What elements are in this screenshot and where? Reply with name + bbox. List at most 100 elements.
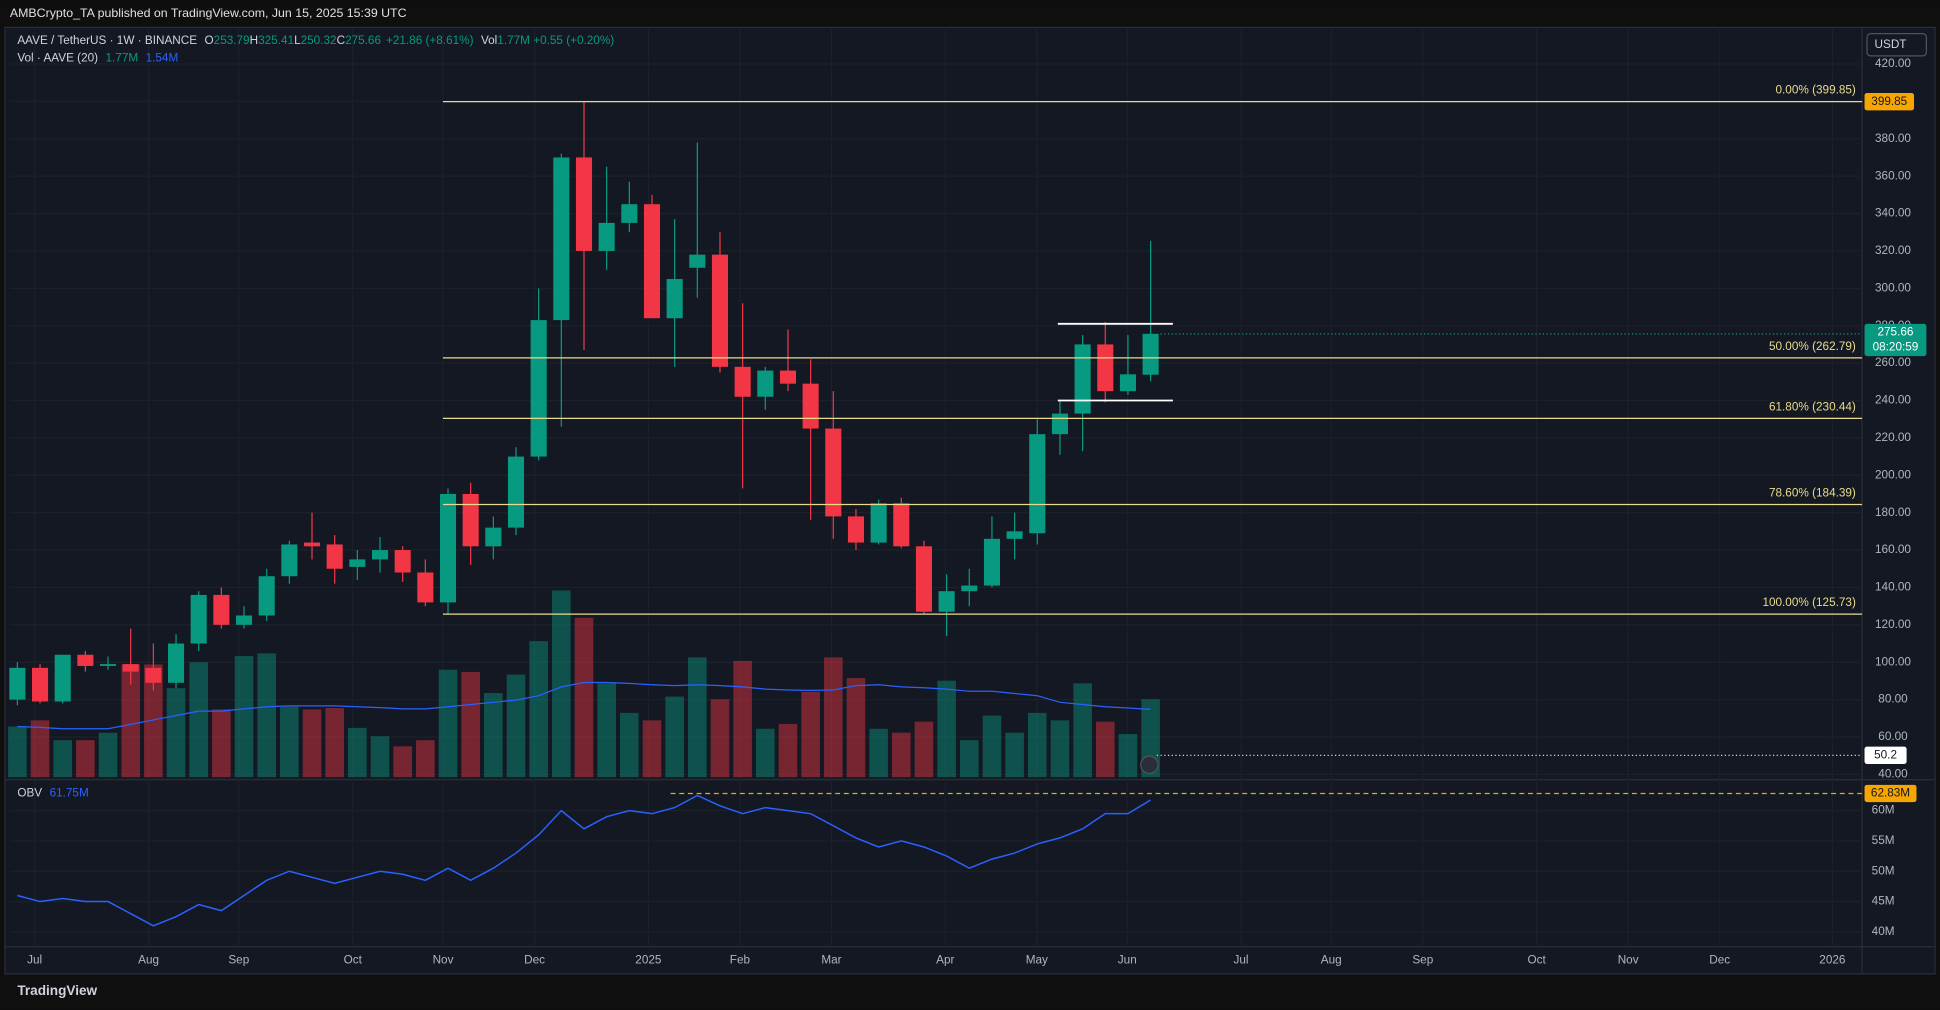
candle-body — [575, 157, 593, 251]
volume-bar — [76, 740, 95, 778]
ohlc-key: H — [250, 34, 258, 47]
candle-body — [983, 538, 1000, 586]
volume-bar — [824, 657, 843, 778]
candle-body — [258, 576, 275, 616]
candle-body — [349, 559, 366, 567]
last-price-tag — [1864, 323, 1927, 357]
last-price: 275.66 — [1877, 326, 1913, 339]
volume-bar — [416, 740, 435, 778]
volume-bar — [506, 674, 526, 778]
y-tick-label: 40M — [1872, 925, 1895, 938]
y-tick-label: 160.00 — [1875, 543, 1911, 556]
x-tick-label: Jul — [1234, 953, 1249, 966]
volume-bar — [914, 721, 934, 778]
y-tick-label: 260.00 — [1875, 356, 1911, 369]
y-tick-label: 340.00 — [1875, 207, 1911, 220]
candle-body — [54, 654, 71, 702]
y-tick-label: 40.00 — [1878, 767, 1908, 780]
x-tick-label: 2025 — [635, 953, 662, 966]
x-tick-label: Mar — [821, 953, 841, 966]
ohlc-value: 325.41 — [258, 34, 294, 47]
volume-bar — [1028, 712, 1047, 778]
y-tick-label: 420.00 — [1875, 57, 1911, 70]
y-tick-label: 45M — [1872, 895, 1895, 908]
fib-label: 78.60% (184.39) — [1769, 486, 1856, 499]
volume-bar — [302, 709, 322, 778]
y-tick-label: 200.00 — [1875, 468, 1911, 481]
candle-body — [485, 527, 502, 547]
candle-body — [9, 667, 26, 700]
candle-body — [530, 320, 547, 457]
volume-bar — [30, 720, 50, 778]
y-tick-label: 120.00 — [1875, 618, 1911, 631]
plot: 40.00 60.00 80.00 100.00 120.00 140.00 160.00 1… — [8, 34, 1927, 966]
volume-title: Vol · AAVE (20) — [17, 51, 98, 64]
x-tick-label: May — [1026, 953, 1048, 966]
x-tick-label: Aug — [1321, 953, 1342, 966]
candle-body — [961, 585, 978, 592]
x-tick-label: Sep — [1412, 953, 1433, 966]
volume-bar — [710, 699, 730, 778]
volume-bar — [234, 656, 254, 778]
volume-bar — [1118, 734, 1138, 778]
x-tick-label: Apr — [936, 953, 954, 966]
x-tick-label: Oct — [1527, 953, 1546, 966]
volume-ma — [17, 681, 1151, 730]
volume-bar — [960, 740, 979, 778]
symbol: AAVE / TetherUS · 1W · BINANCE — [17, 34, 197, 47]
x-tick-label: Jun — [1118, 953, 1137, 966]
currency-box[interactable] — [1866, 32, 1928, 57]
volume-bar — [642, 720, 662, 778]
currency: USDT — [1875, 38, 1907, 51]
x-tick-label: Sep — [228, 953, 249, 966]
ohlc-key: L — [294, 34, 301, 47]
ohlc-key: O — [205, 34, 214, 47]
volume-bar — [212, 709, 231, 778]
candle-body — [643, 204, 661, 319]
volume-bar — [370, 736, 390, 778]
level-tag-label: 50.2 — [1874, 748, 1897, 761]
candle-body — [326, 544, 343, 569]
vol-key: Vol — [481, 34, 497, 47]
volume-bar — [552, 590, 571, 778]
volume-bar — [1073, 683, 1092, 778]
candle-body — [825, 428, 842, 517]
event-icon[interactable] — [1140, 755, 1159, 775]
level-tag — [1864, 746, 1907, 764]
obv-high-tag — [1864, 784, 1917, 803]
candle-body — [666, 278, 683, 319]
volume-bar — [846, 678, 866, 778]
x-tick-label: Dec — [1709, 953, 1730, 966]
chart-area — [4, 26, 1936, 975]
candle-body — [145, 667, 162, 683]
candle-body — [598, 222, 615, 251]
volume-bar — [665, 696, 684, 778]
fib-tag-label: 399.85 — [1871, 95, 1907, 108]
candle-body — [1051, 413, 1068, 435]
countdown: 08:20:59 — [1873, 341, 1919, 354]
candle-body — [893, 503, 910, 547]
volume-bar — [461, 671, 480, 778]
candle-body — [757, 370, 774, 397]
change: +21.86 (+8.61%) — [386, 34, 474, 47]
volume-bar — [121, 664, 140, 778]
volume-bar — [892, 732, 911, 778]
candle-body — [1142, 333, 1159, 375]
candle-body — [99, 664, 117, 666]
volume-bar — [1050, 720, 1070, 778]
candle-body — [689, 254, 706, 268]
y-tick-label: 320.00 — [1875, 244, 1911, 257]
obv-value: 61.75M — [50, 786, 89, 799]
volume-bar — [8, 726, 27, 778]
candle-body — [281, 544, 298, 577]
candle-body — [711, 254, 729, 367]
x-tick-label: Nov — [433, 953, 454, 966]
volume-bar — [756, 728, 775, 778]
volume-bar — [1005, 732, 1024, 778]
x-tick-label: Nov — [1618, 953, 1639, 966]
candle-body — [462, 493, 479, 547]
legend: AAVE / TetherUS · 1W · BINANCE O253.79H32… — [17, 34, 614, 47]
candle-body — [1119, 374, 1136, 392]
